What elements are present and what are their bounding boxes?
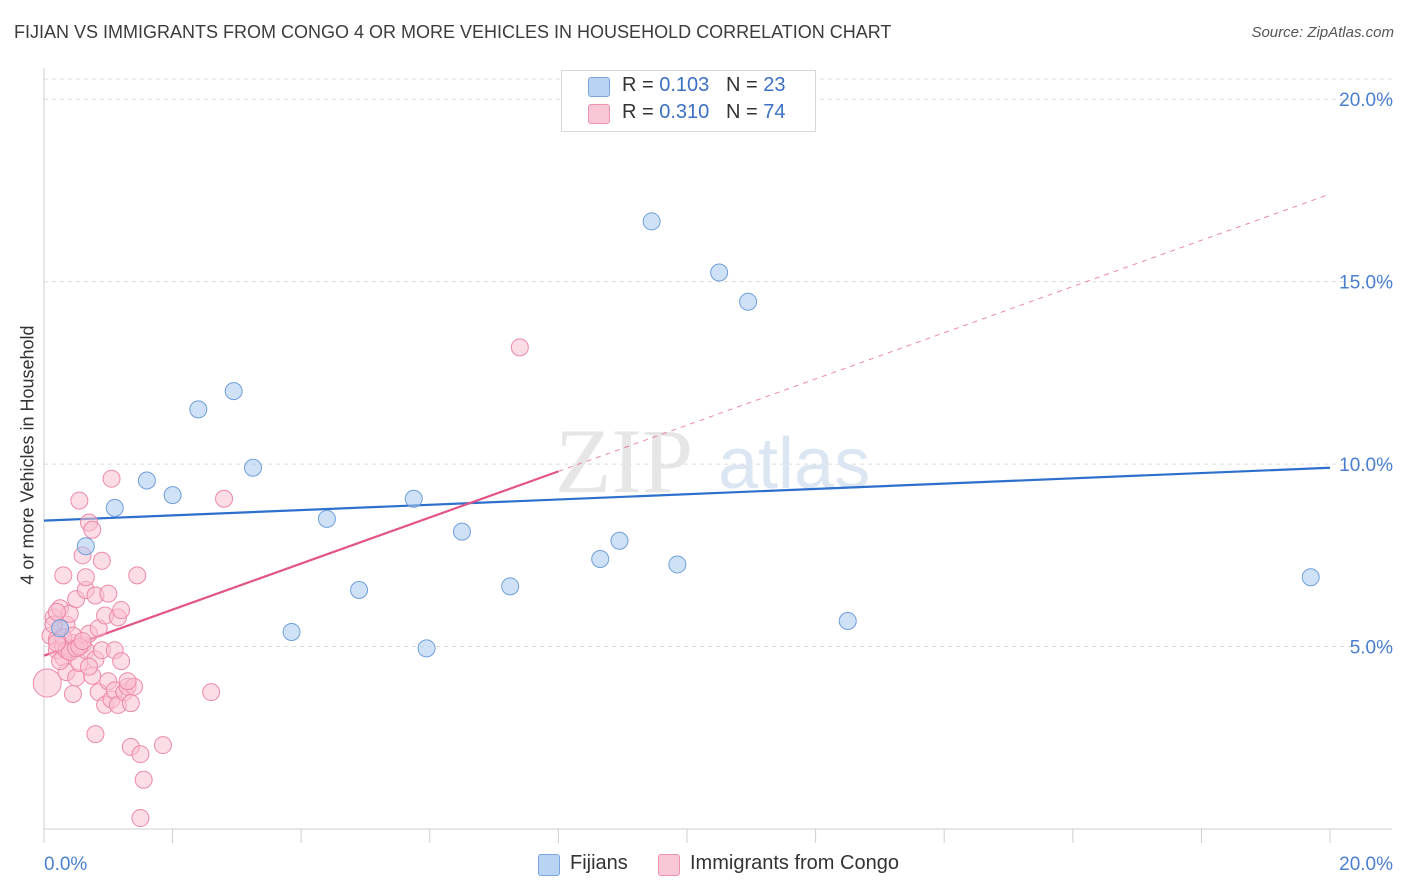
- point-congo: [131, 745, 150, 764]
- point-fijians: [710, 263, 729, 282]
- correlation-legend: R = 0.103 N = 23 R = 0.310 N = 74: [561, 70, 816, 132]
- point-congo: [54, 566, 73, 585]
- point-congo: [63, 684, 82, 703]
- point-congo: [80, 657, 99, 676]
- point-congo: [112, 601, 131, 620]
- point-congo: [70, 491, 89, 510]
- legend-text-congo: R = 0.310 N = 74: [622, 101, 785, 124]
- point-congo: [118, 672, 137, 691]
- tick-labels: 5.0% 10.0% 15.0% 20.0% 0.0% 20.0%: [44, 90, 1393, 875]
- point-congo: [121, 694, 140, 713]
- point-congo: [134, 770, 153, 789]
- point-congo: [99, 584, 118, 603]
- point-congo: [47, 633, 66, 652]
- point-fijians: [668, 555, 687, 574]
- point-fijians: [282, 622, 301, 641]
- bottom-legend-swatch-congo: [658, 854, 680, 876]
- chart-title: FIJIAN VS IMMIGRANTS FROM CONGO 4 OR MOR…: [14, 22, 892, 42]
- point-fijians: [404, 489, 423, 508]
- point-congo: [76, 568, 95, 587]
- legend-n-value-congo: 74: [763, 101, 786, 123]
- point-fijians: [610, 531, 629, 550]
- trend-line-congo: [43, 470, 559, 657]
- axes: [43, 68, 1392, 843]
- point-congo: [215, 489, 234, 508]
- point-congo: [102, 469, 121, 488]
- point-fijians: [51, 619, 70, 638]
- trend-line-extension-congo: [558, 193, 1331, 472]
- point-congo: [32, 668, 62, 698]
- point-fijians: [224, 382, 243, 401]
- bottom-legend-swatch-fijians: [538, 854, 560, 876]
- data-points: [32, 212, 1320, 828]
- legend-n-value-fijians: 23: [763, 74, 786, 96]
- point-congo: [86, 725, 105, 744]
- point-fijians: [189, 400, 208, 419]
- legend-r-value-congo: 0.310: [659, 101, 710, 123]
- point-congo: [153, 736, 172, 755]
- legend-r-value-fijians: 0.103: [659, 74, 710, 96]
- point-fijians: [501, 577, 520, 596]
- point-fijians: [317, 509, 336, 528]
- y-tick-label: 20.0%: [1339, 90, 1393, 111]
- point-fijians: [838, 612, 857, 631]
- point-congo: [92, 551, 111, 570]
- point-fijians: [105, 498, 124, 517]
- point-congo: [47, 602, 66, 621]
- legend-swatch-congo: [588, 104, 610, 124]
- point-fijians: [76, 537, 95, 556]
- point-congo: [73, 632, 92, 651]
- y-tick-label: 5.0%: [1350, 638, 1393, 659]
- trend-lines: [43, 193, 1331, 657]
- point-fijians: [591, 549, 610, 568]
- legend-swatch-fijians: [588, 77, 610, 97]
- point-fijians: [417, 639, 436, 658]
- legend-n-label: N =: [725, 74, 764, 96]
- point-fijians: [137, 471, 156, 490]
- legend-n-label: N =: [725, 101, 764, 123]
- point-fijians: [243, 458, 262, 477]
- y-tick-label: 10.0%: [1339, 455, 1393, 476]
- point-congo: [112, 652, 131, 671]
- point-fijians: [452, 522, 471, 541]
- bottom-legend-label-congo: Immigrants from Congo: [690, 852, 899, 874]
- trend-line-fijians: [43, 466, 1331, 522]
- bottom-legend-label-fijians: Fijians: [570, 852, 628, 874]
- point-fijians: [739, 292, 758, 311]
- point-congo: [510, 338, 529, 357]
- point-fijians: [163, 486, 182, 505]
- point-congo: [128, 566, 147, 585]
- point-congo: [83, 520, 102, 539]
- point-congo: [202, 683, 221, 702]
- y-tick-label: 15.0%: [1339, 273, 1393, 294]
- legend-text-fijians: R = 0.103 N = 23: [622, 74, 785, 97]
- legend-r-label: R =: [622, 74, 660, 96]
- x-tick-label: 20.0%: [1339, 854, 1393, 875]
- legend-r-label: R =: [622, 101, 660, 123]
- point-congo: [131, 809, 150, 828]
- point-fijians: [1301, 568, 1320, 587]
- point-fijians: [350, 580, 369, 599]
- x-tick-label: 0.0%: [44, 854, 87, 875]
- point-fijians: [642, 212, 661, 231]
- chart-source: Source: ZipAtlas.com: [1251, 24, 1394, 41]
- y-axis-label: 4 or more Vehicles in Household: [17, 325, 38, 585]
- grid-lines: [44, 78, 1392, 648]
